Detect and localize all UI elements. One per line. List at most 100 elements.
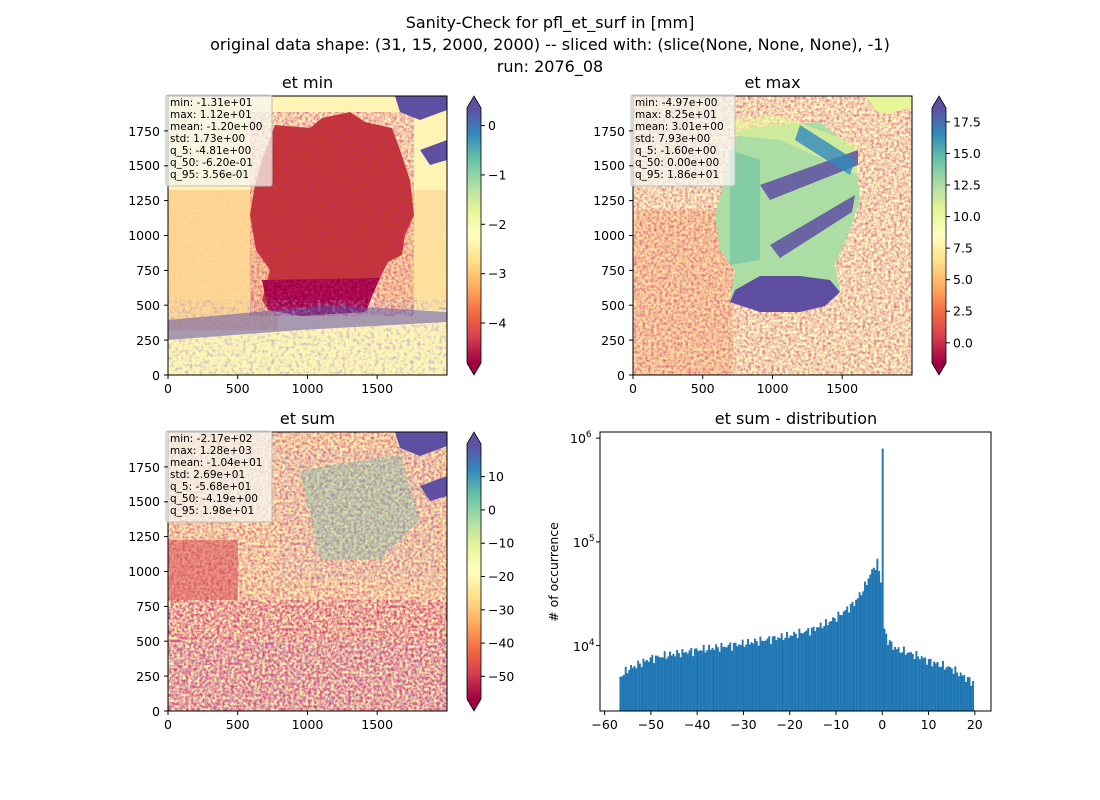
- colorbar-tick-label: 0: [488, 118, 496, 133]
- histogram-bar: [897, 647, 900, 711]
- histogram-bar: [773, 635, 776, 711]
- histogram-bar: [915, 650, 918, 711]
- x-tick-label: 500: [226, 717, 250, 732]
- y-tick-label: 0: [152, 368, 160, 383]
- et-min-title: et min: [282, 73, 333, 92]
- y-tick-label: 250: [601, 333, 625, 348]
- histogram-bar: [885, 633, 888, 711]
- histogram-bar: [677, 653, 680, 711]
- histogram-bar: [725, 647, 728, 711]
- histogram-bar: [865, 585, 868, 711]
- et-sum-title: et sum: [280, 409, 335, 428]
- y-tick-label-1e6: 106: [570, 430, 592, 446]
- et-max-stat-max: max: 8.25e+01: [635, 109, 717, 121]
- histogram-bar: [837, 611, 840, 711]
- x-tick-label: 1000: [292, 717, 324, 732]
- histogram-bar: [881, 448, 884, 711]
- histogram-bar: [621, 676, 624, 711]
- et-max-stat-q95: q_95: 1.86e+01: [635, 169, 719, 181]
- histogram-bar: [961, 675, 964, 711]
- histogram-bar: [846, 606, 849, 711]
- histogram-bar: [640, 667, 643, 711]
- histogram-bar: [731, 650, 733, 711]
- x-tick-label: 1500: [361, 717, 393, 732]
- histogram-bar: [888, 640, 891, 711]
- histogram-bar: [940, 666, 943, 711]
- histogram-bar: [943, 669, 946, 711]
- histogram-bar: [787, 637, 790, 711]
- histogram-bar: [965, 681, 967, 711]
- et-max-stats-box: min: -4.97e+00 max: 8.25e+01 mean: 3.01e…: [630, 94, 736, 187]
- histogram-bar: [856, 598, 859, 711]
- colorbar-tick-label: −10: [488, 536, 514, 551]
- histogram-bar: [924, 657, 927, 711]
- histogram-bar: [805, 630, 808, 711]
- histogram-bar: [927, 659, 930, 711]
- histogram-bar: [929, 658, 932, 711]
- histogram-bar: [750, 642, 753, 711]
- y-tick-label-1e5: 105: [573, 534, 595, 550]
- et-max-x-axis: 0 500 1000 1500: [629, 375, 858, 396]
- et-max-stat-q50: q_50: 0.00e+00: [635, 157, 719, 169]
- et-sum-stat-q50: q_50: -4.19e+00: [170, 493, 258, 505]
- et-min-stats-box: min: -1.31e+01 max: 1.12e+01 mean: -1.20…: [165, 94, 273, 187]
- histogram-bar: [724, 646, 726, 711]
- histogram-bar: [934, 663, 937, 711]
- histogram-bar: [887, 644, 889, 711]
- et-sum-stat-std: std: 2.69e+01: [170, 469, 245, 481]
- histogram-bar: [771, 636, 774, 711]
- et-min-stat-min: min: -1.31e+01: [170, 97, 252, 109]
- histogram-bar: [752, 643, 755, 711]
- histogram-bar: [647, 661, 650, 711]
- et-min-stat-mean: mean: -1.20e+00: [170, 121, 262, 133]
- histogram-bar: [876, 558, 879, 711]
- histogram-bar: [839, 615, 842, 711]
- et-sum-stat-mean: mean: -1.04e+01: [170, 457, 262, 469]
- histogram-bar: [743, 646, 746, 711]
- x-tick-label: 20: [967, 717, 983, 732]
- y-tick-label: 750: [601, 263, 625, 278]
- histogram-bar: [910, 652, 912, 711]
- x-tick-label: −40: [684, 717, 710, 732]
- y-tick-label: 1000: [128, 564, 160, 579]
- histogram-bar: [858, 592, 861, 711]
- colorbar-tick-label: 15.0: [953, 146, 981, 161]
- histogram-bar: [644, 661, 647, 711]
- histogram-bar: [864, 581, 866, 711]
- et-sum-colorbar: 10 0 −10 −20 −30 −40 −50: [466, 431, 514, 712]
- histogram-bar: [848, 612, 850, 711]
- histogram-bar: [628, 669, 631, 711]
- histogram-bar: [956, 672, 959, 711]
- colorbar-tick-label: 12.5: [953, 178, 981, 193]
- panel-et-max: min: -4.97e+00 max: 8.25e+01 mean: 3.01e…: [593, 73, 981, 396]
- histogram-bar: [651, 654, 654, 711]
- histogram-bar: [963, 675, 966, 711]
- histogram-bar: [849, 603, 852, 711]
- histogram-bar: [816, 627, 819, 711]
- histogram-bar: [959, 672, 962, 711]
- histogram-bar: [637, 660, 640, 711]
- histogram-bar: [883, 628, 886, 711]
- histogram-bar: [908, 652, 911, 711]
- histogram-bar: [697, 650, 700, 711]
- et-max-colorbar: 17.5 15.0 12.5 10.0 7.5 5.0 2.5 0.0: [931, 95, 981, 376]
- histogram-bar: [688, 650, 691, 711]
- histogram-bar: [669, 651, 671, 711]
- histogram-bar: [871, 569, 874, 711]
- histogram-bar: [626, 673, 629, 711]
- histogram-bar: [646, 659, 648, 711]
- histogram-bar: [860, 595, 863, 711]
- histogram-bar: [800, 632, 803, 711]
- histogram-bar: [638, 663, 641, 711]
- y-tick-label: 1750: [128, 460, 160, 475]
- histogram-bar: [699, 650, 702, 711]
- y-tick-label: 1500: [128, 158, 160, 173]
- histogram-bar: [954, 666, 957, 711]
- x-tick-label: 1000: [757, 381, 789, 396]
- x-tick-label: 0: [629, 381, 637, 396]
- histogram-bar: [830, 621, 833, 711]
- histogram-ylabel: # of occurrence: [546, 522, 561, 622]
- histogram-bar: [642, 658, 645, 711]
- histogram-bar: [633, 665, 636, 711]
- histogram-bar: [957, 676, 960, 711]
